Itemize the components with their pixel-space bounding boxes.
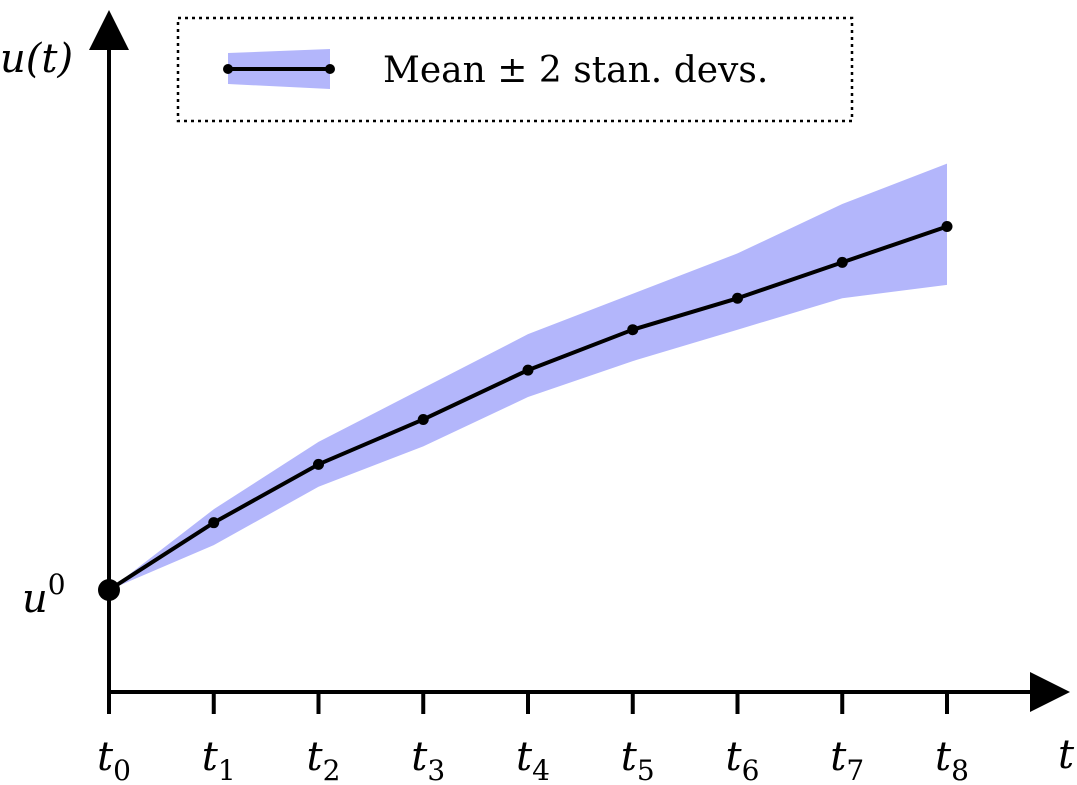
legend-marker-left — [223, 64, 233, 74]
x-tick-label: t1 — [202, 734, 236, 785]
mean-point — [836, 256, 848, 268]
legend: Mean ± 2 stan. devs. — [176, 16, 854, 123]
mean-line-layer — [98, 220, 953, 601]
x-ticks: t0 t1 t2 t3 t4 t5 t6 t7 t8 — [97, 692, 969, 785]
std-band-layer — [109, 163, 947, 590]
x-tick-label: t0 — [97, 734, 131, 785]
legend-label: Mean ± 2 stan. devs. — [383, 50, 768, 91]
x-tick-label: t2 — [307, 734, 341, 785]
std-band — [109, 163, 947, 590]
mean-point — [313, 458, 324, 470]
x-tick-label: t5 — [621, 734, 655, 785]
mean-point — [732, 292, 743, 304]
mean-point — [941, 220, 953, 232]
x-axis-label: t — [1058, 732, 1075, 778]
mean-point — [417, 413, 429, 425]
x-tick-label: t8 — [935, 734, 969, 785]
x-tick-label: t4 — [516, 734, 550, 785]
x-tick-label: t6 — [726, 734, 760, 785]
mean-point — [522, 364, 534, 376]
mean-point — [627, 324, 639, 336]
y-axis-label: u(t) — [0, 36, 73, 82]
x-tick-label: t7 — [830, 734, 864, 785]
legend-marker-right — [325, 64, 335, 74]
x-tick-label: t3 — [411, 734, 445, 785]
mean-point — [208, 517, 220, 529]
origin-label: u0 — [22, 568, 66, 622]
origin-superscript: 0 — [48, 568, 66, 601]
